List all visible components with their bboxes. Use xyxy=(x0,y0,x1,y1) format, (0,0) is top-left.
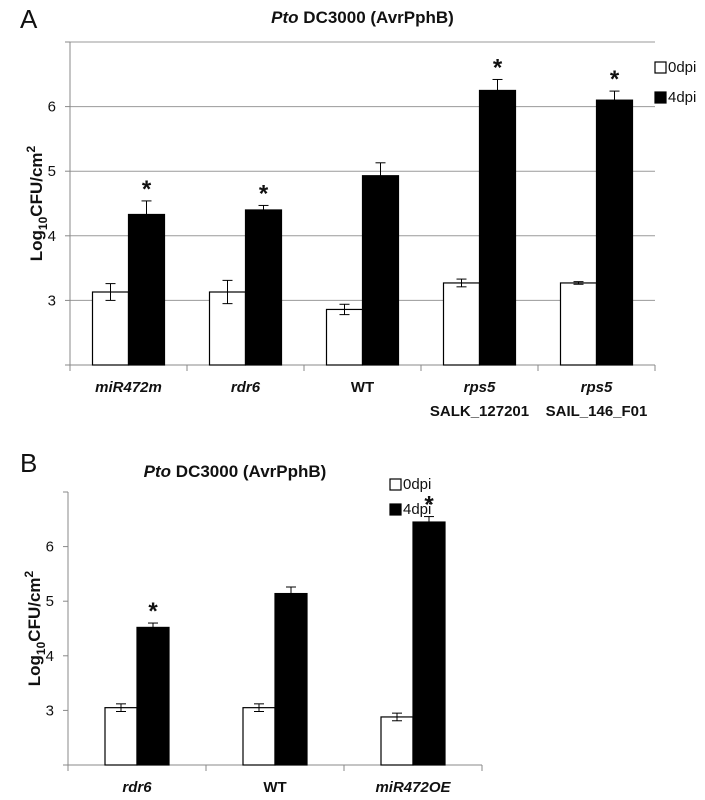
category-label: rdr6 xyxy=(122,779,152,796)
legend-label: 0dpi xyxy=(668,59,696,76)
legend-swatch xyxy=(654,91,667,104)
category-label: miR472OE xyxy=(375,779,451,796)
category-sublabel: SAIL_146_F01 xyxy=(546,403,648,420)
panel-letter: A xyxy=(20,4,38,34)
y-axis-label-sup: 2 xyxy=(24,145,38,152)
bar-4dpi xyxy=(127,213,166,366)
bar-4dpi xyxy=(361,175,400,366)
category-label: rps5 xyxy=(464,379,496,396)
chart-title: Pto DC3000 (AvrPphB) xyxy=(271,8,454,27)
significance-star: * xyxy=(424,492,434,519)
panel-b: B Pto DC3000 (AvrPphB) 3 4 5 6 Log10CFU/cm2 * rd… xyxy=(20,448,483,796)
y-tick-label: 5 xyxy=(48,163,56,180)
y-axis-label-mid: CFU/cm xyxy=(27,152,46,216)
bar-4dpi xyxy=(244,209,283,366)
bar-0dpi xyxy=(380,716,414,766)
legend-swatch xyxy=(389,478,402,491)
chart-title-rest: DC3000 (AvrPphB) xyxy=(299,8,454,27)
y-axis-label: Log10CFU/cm2 xyxy=(22,570,48,686)
significance-star: * xyxy=(493,54,503,81)
bar-0dpi xyxy=(242,707,276,766)
y-axis-label-sub: 10 xyxy=(36,216,50,230)
significance-star: * xyxy=(259,180,269,207)
chart-title: Pto DC3000 (AvrPphB) xyxy=(144,462,327,481)
y-axis-label-sup: 2 xyxy=(22,570,36,577)
y-axis-label-main: Log xyxy=(25,655,44,686)
y-tick-label: 6 xyxy=(48,99,56,116)
y-axis-label: Log10CFU/cm2 xyxy=(24,145,50,261)
y-tick-label: 6 xyxy=(46,539,54,556)
significance-star: * xyxy=(610,66,620,93)
bar-0dpi xyxy=(559,282,598,366)
y-axis-label-main: Log xyxy=(27,230,46,261)
bar-0dpi xyxy=(91,291,130,366)
legend-label: 4dpi xyxy=(668,89,696,106)
legend-swatch xyxy=(389,503,402,516)
bar-4dpi xyxy=(478,89,517,366)
category-label: miR472m xyxy=(95,379,162,396)
bar-0dpi xyxy=(104,707,138,766)
y-axis-label-sub: 10 xyxy=(34,641,48,655)
bar-4dpi xyxy=(595,99,634,366)
bar-0dpi xyxy=(325,308,364,366)
bar-4dpi xyxy=(274,592,308,766)
y-axis-label-mid: CFU/cm xyxy=(25,577,44,641)
legend-label: 0dpi xyxy=(403,476,431,493)
y-tick-label: 3 xyxy=(48,292,56,309)
significance-star: * xyxy=(148,598,158,625)
legend-label: 4dpi xyxy=(403,501,431,518)
category-label: rdr6 xyxy=(231,379,261,396)
y-tick-label: 5 xyxy=(46,593,54,610)
category-label: WT xyxy=(351,379,374,396)
chart-title-rest: DC3000 (AvrPphB) xyxy=(171,462,326,481)
chart-title-italic: Pto xyxy=(271,8,298,27)
category-sublabel: SALK_127201 xyxy=(430,403,529,420)
panel-letter: B xyxy=(20,448,37,478)
panel-a: A Pto DC3000 (AvrPphB) 3 4 5 6 Log10CFU/cm2 * mi… xyxy=(20,4,696,420)
chart-title-italic: Pto xyxy=(144,462,171,481)
bar-0dpi xyxy=(442,282,481,366)
significance-star: * xyxy=(142,176,152,203)
category-label: rps5 xyxy=(581,379,613,396)
category-label: WT xyxy=(263,779,286,796)
legend-swatch xyxy=(654,61,667,74)
y-tick-label: 4 xyxy=(48,228,56,245)
bar-4dpi xyxy=(412,521,446,766)
y-tick-label: 3 xyxy=(46,702,54,719)
y-tick-label: 4 xyxy=(46,648,54,665)
bar-4dpi xyxy=(136,626,170,766)
